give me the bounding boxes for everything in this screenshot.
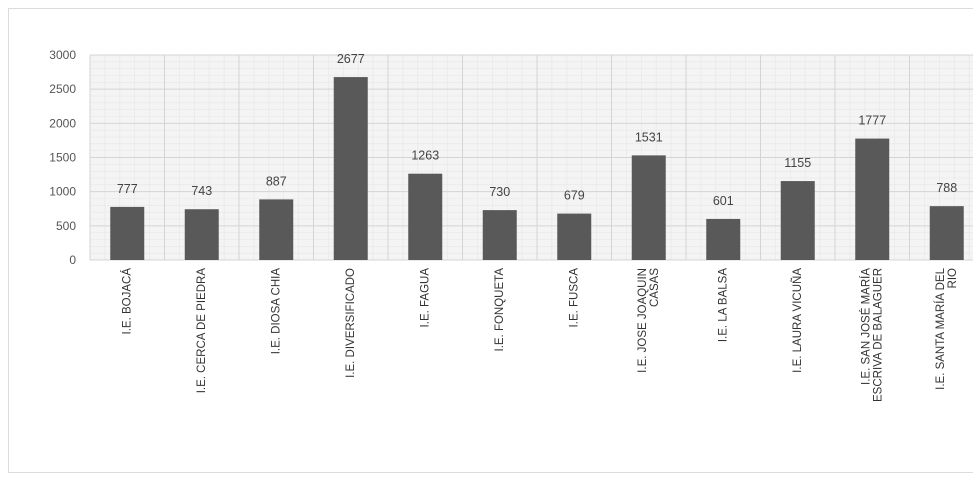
x-tick-label: I.E. FONQUETA bbox=[494, 268, 506, 352]
data-label: 679 bbox=[564, 189, 585, 203]
bar bbox=[482, 210, 517, 260]
x-tick-label-line: I.E. LAURA VICUÑA bbox=[791, 268, 804, 373]
data-label: 788 bbox=[936, 181, 957, 195]
x-tick-label-line: I.E. DIVERSIFICADO bbox=[345, 268, 357, 378]
bar bbox=[110, 206, 145, 260]
bar bbox=[780, 181, 815, 260]
data-label: 730 bbox=[489, 185, 510, 199]
y-tick-label: 0 bbox=[69, 253, 76, 267]
bar bbox=[333, 77, 368, 261]
data-label: 887 bbox=[266, 174, 287, 188]
x-tick-label: I.E. LA BALSA bbox=[717, 268, 729, 342]
x-tick-label-line: ESCRIVA DE BALAGUER bbox=[872, 268, 884, 402]
y-tick-label: 3000 bbox=[49, 48, 76, 62]
x-tick-label-line: I.E. SANTA MARÍA DEL bbox=[934, 267, 947, 389]
x-tick-label-line: RIO bbox=[947, 268, 959, 289]
x-tick-label-line: I.E. LA BALSA bbox=[717, 268, 729, 342]
x-tick-label-line: I.E. BOJACÁ bbox=[120, 268, 133, 335]
bar bbox=[706, 218, 741, 260]
data-label: 1263 bbox=[411, 149, 439, 163]
bar bbox=[557, 213, 592, 260]
x-tick-label-line: CASAS bbox=[649, 268, 661, 307]
data-label: 1155 bbox=[784, 156, 811, 170]
y-tick-label: 1000 bbox=[49, 185, 76, 199]
bar bbox=[184, 209, 219, 260]
data-label: 1531 bbox=[635, 130, 663, 144]
bar bbox=[259, 199, 294, 260]
x-tick-label-line: I.E. DIOSA CHIA bbox=[270, 268, 282, 355]
x-tick-label: I.E. LAURA VICUÑA bbox=[791, 268, 804, 373]
x-tick-label: I.E. BOJACÁ bbox=[120, 268, 133, 335]
x-tick-label: I.E. DIOSA CHIA bbox=[270, 268, 282, 355]
x-tick-label-line: I.E. FONQUETA bbox=[494, 268, 506, 352]
x-tick-label: I.E. JOSE JOAQUIN CASAS bbox=[637, 268, 661, 373]
x-tick-label-line: I.E. FUSCA bbox=[568, 268, 580, 328]
y-tick-label: 2000 bbox=[49, 116, 76, 130]
x-tick-label-line: I.E. CERCA DE PIEDRA bbox=[196, 268, 208, 394]
x-tick-label: I.E. SANTA MARÍA DEL RIO bbox=[934, 267, 959, 389]
data-label: 601 bbox=[713, 194, 734, 208]
y-tick-label: 2500 bbox=[49, 82, 76, 96]
x-tick-label: I.E. FUSCA bbox=[568, 268, 580, 328]
bar bbox=[408, 173, 443, 260]
y-tick-label: 500 bbox=[56, 219, 76, 233]
bar bbox=[631, 155, 666, 260]
x-tick-label-line: I.E. FAGUA bbox=[419, 268, 431, 328]
data-label: 777 bbox=[117, 182, 138, 196]
data-label: 2677 bbox=[337, 52, 365, 66]
bar bbox=[855, 138, 890, 260]
x-tick-label: I.E. SAN JOSÉ MARÍA ESCRIVA DE BALAGUER bbox=[859, 268, 884, 402]
y-tick-label: 1500 bbox=[49, 151, 76, 165]
bar bbox=[929, 206, 964, 260]
x-tick-label-line: I.E. SAN JOSÉ MARÍA bbox=[859, 268, 872, 385]
x-tick-label: I.E. FAGUA bbox=[419, 268, 431, 328]
x-tick-label-line: I.E. JOSE JOAQUIN bbox=[637, 268, 649, 373]
data-label: 743 bbox=[191, 184, 212, 198]
x-tick-label: I.E. DIVERSIFICADO bbox=[345, 268, 357, 378]
data-label: 1777 bbox=[858, 114, 886, 128]
x-tick-label: I.E. CERCA DE PIEDRA bbox=[196, 268, 208, 394]
